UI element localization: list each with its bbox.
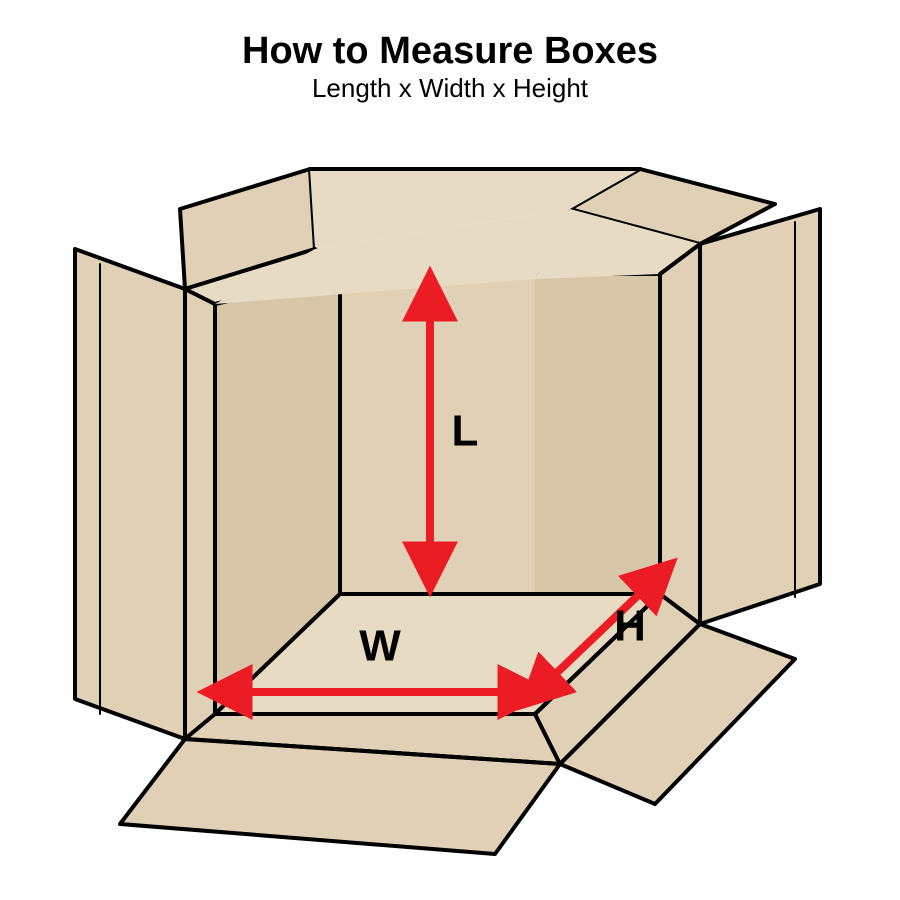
svg-text:H: H bbox=[614, 602, 646, 651]
header: How to Measure Boxes Length x Width x He… bbox=[0, 0, 900, 104]
box-diagram: L W H bbox=[60, 104, 840, 864]
page-title: How to Measure Boxes bbox=[0, 30, 900, 73]
page-subtitle: Length x Width x Height bbox=[0, 73, 900, 104]
svg-text:W: W bbox=[359, 622, 401, 671]
svg-text:L: L bbox=[452, 407, 479, 456]
